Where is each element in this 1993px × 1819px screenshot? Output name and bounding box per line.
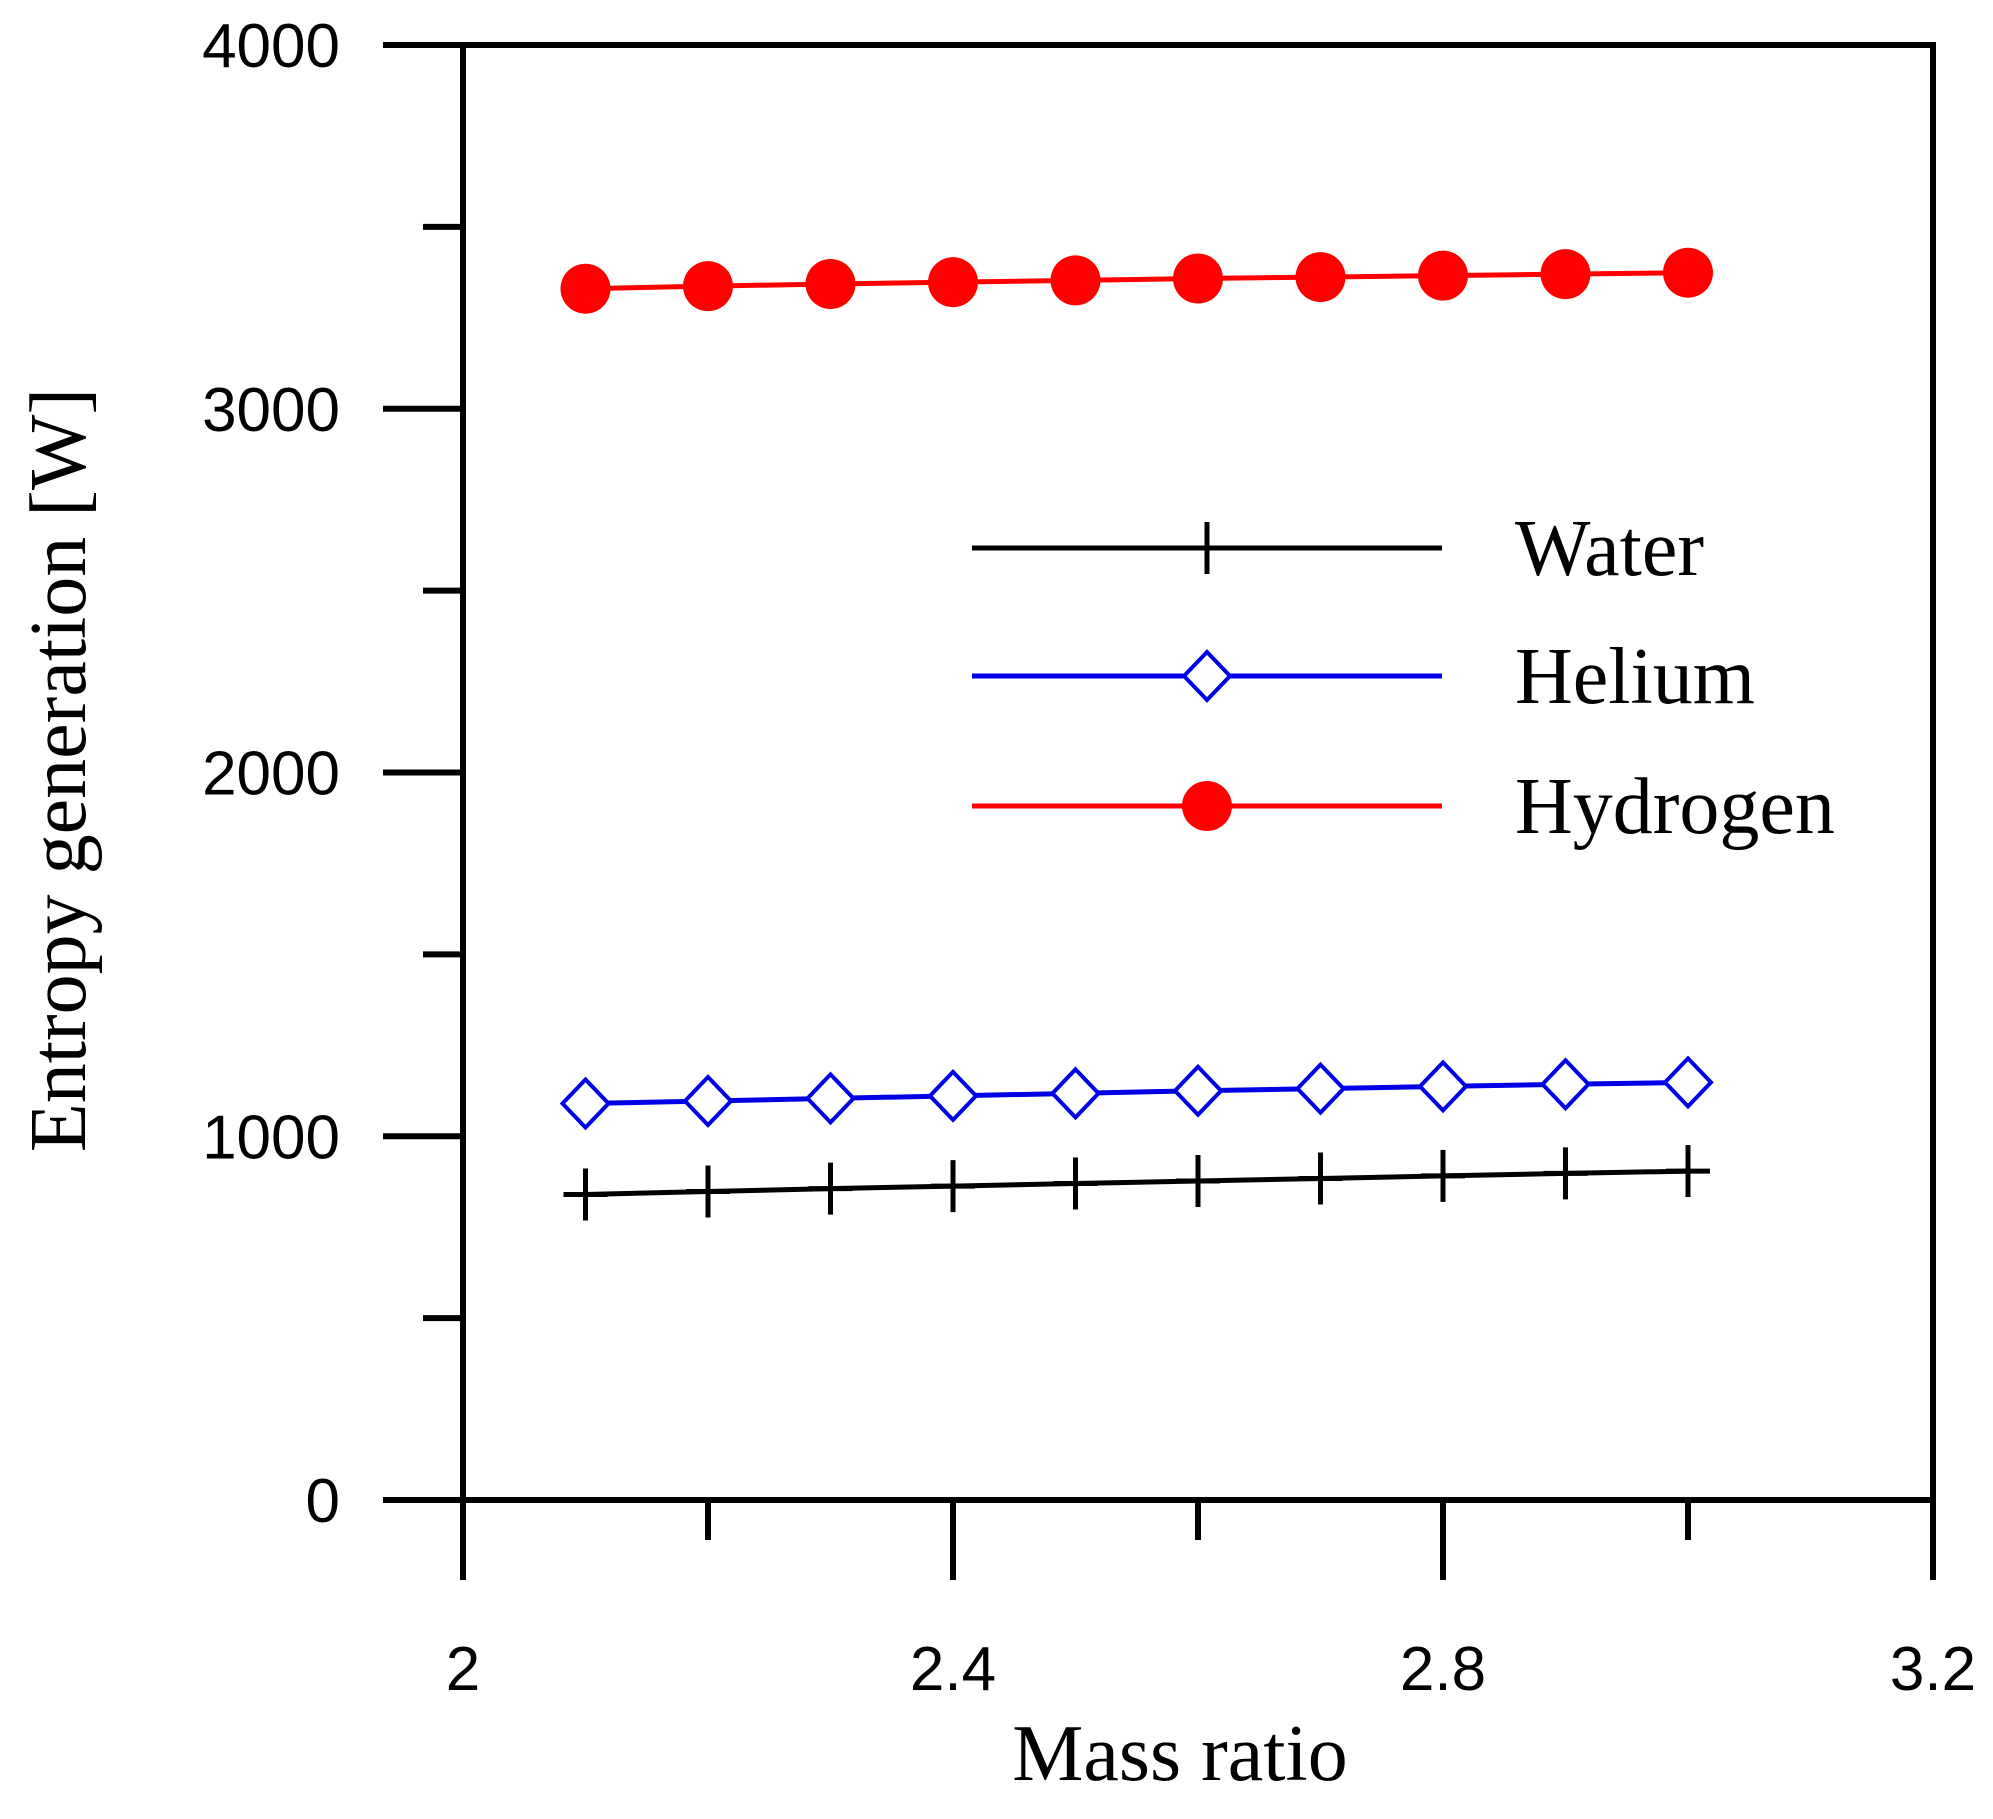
axes: 0 1000 2000 3000 4000 2 2.4 2.8 3.2 [202,12,1976,1704]
y-tick-label: 2000 [202,740,340,809]
x-tick-label: 3.2 [1890,1635,1976,1704]
series-helium [559,1055,1714,1131]
series-hydrogen [560,247,1713,314]
data-point-helium [1049,1066,1102,1121]
data-point-water [931,1160,975,1213]
data-point-hydrogen [683,261,733,312]
y-tick-label: 4000 [202,12,340,81]
data-point-helium [682,1074,734,1128]
data-point-helium [1294,1061,1347,1116]
y-tick-label: 0 [306,1467,340,1536]
data-point-helium [927,1068,979,1123]
x-tick-label: 2 [446,1635,480,1704]
data-point-hydrogen [1663,247,1713,298]
data-point-water [1421,1149,1465,1202]
data-point-helium [559,1076,612,1131]
legend-marker-helium [1181,649,1233,703]
y-axis-title: Entropy generation [W] [15,388,103,1152]
data-point-water [686,1165,730,1218]
legend-label-helium: Helium [1515,633,1755,721]
series-line-helium [585,1079,1689,1107]
data-point-hydrogen [1173,253,1223,304]
series-line-hydrogen [585,270,1689,292]
data-point-water [1666,1145,1710,1198]
legend-item-helium: Helium [972,633,1755,721]
x-tick-label: 2.4 [910,1635,996,1704]
x-axis-title: Mass ratio [1012,1710,1348,1798]
data-point-helium [1662,1055,1714,1110]
legend: Water Helium Hydrogen [972,505,1835,851]
legend-marker-hydrogen [1182,781,1232,831]
data-point-water [1298,1152,1343,1205]
data-point-hydrogen [1050,255,1101,306]
legend-item-hydrogen: Hydrogen [972,763,1835,851]
series-line-water [585,1168,1689,1197]
x-tick-label: 2.8 [1400,1635,1486,1704]
data-point-hydrogen [928,257,978,308]
series-water [563,1145,1710,1221]
data-point-hydrogen [1418,250,1468,301]
y-tick-label: 1000 [202,1103,340,1172]
data-point-water [1176,1154,1220,1207]
data-point-hydrogen [805,258,856,309]
legend-marker-water [1185,522,1229,574]
legend-label-hydrogen: Hydrogen [1515,763,1835,851]
data-point-helium [1172,1063,1224,1118]
y-tick-label: 3000 [202,376,340,445]
data-point-helium [1417,1059,1469,1114]
data-point-water [1053,1157,1098,1210]
data-point-hydrogen [1540,249,1591,300]
data-point-helium [1539,1057,1592,1112]
data-point-water [1543,1147,1588,1200]
data-point-water [563,1168,608,1221]
data-point-water [808,1162,853,1215]
series [559,247,1714,1221]
legend-item-water: Water [972,505,1704,593]
data-point-hydrogen [560,263,611,314]
data-point-helium [804,1071,857,1126]
data-point-hydrogen [1295,252,1346,303]
legend-label-water: Water [1515,505,1704,593]
